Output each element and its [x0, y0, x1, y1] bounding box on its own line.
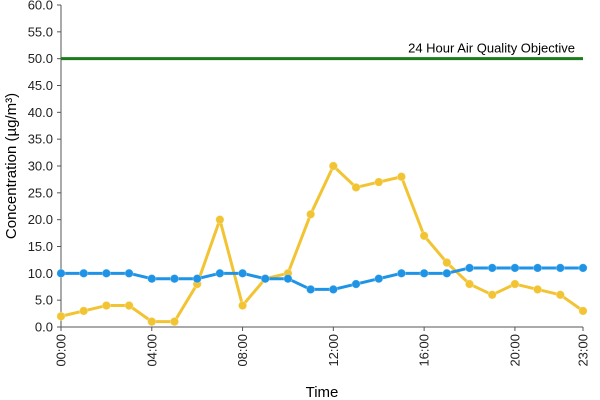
y-tick-label: 20.0	[28, 212, 53, 227]
data-point	[533, 284, 543, 295]
data-point	[169, 274, 180, 284]
x-tick-label: 16:00	[417, 334, 432, 367]
series-line	[61, 266, 583, 291]
data-point	[464, 263, 475, 273]
y-tick-label: 5.0	[35, 293, 53, 308]
data-point	[555, 263, 565, 273]
data-point	[419, 231, 429, 241]
x-axis-title: Time	[306, 384, 339, 400]
y-tick-label: 35.0	[28, 132, 53, 147]
data-point	[578, 263, 588, 273]
x-axis-ticks: 00:00 04:00 08:00 12:00 16:00 20:00 23:00	[54, 327, 591, 367]
y-axis-title: Concentration (µg/m³)	[3, 93, 20, 239]
data-point	[169, 317, 180, 327]
x-tick-label: 20:00	[507, 334, 522, 367]
data-point	[147, 274, 157, 284]
data-point	[101, 300, 111, 311]
data-point	[306, 284, 316, 295]
y-tick-label: 50.0	[28, 51, 53, 66]
data-point	[306, 209, 316, 219]
series-2	[56, 263, 588, 295]
data-point	[578, 306, 588, 316]
data-point	[101, 268, 111, 278]
data-point	[533, 263, 543, 273]
data-point	[215, 268, 225, 278]
y-axis-ticks: 0.0 5.0 10.0 15.0 20.0 25.0 30.0 35.0 40.0 45.0 50…	[28, 0, 61, 335]
data-point	[328, 161, 338, 171]
data-point	[237, 268, 248, 278]
data-point	[374, 177, 384, 187]
data-point	[79, 268, 89, 278]
data-point	[442, 268, 452, 278]
data-point	[351, 279, 361, 289]
series-line	[60, 164, 584, 324]
data-point	[374, 274, 384, 284]
data-point	[510, 263, 520, 273]
series-layer	[56, 161, 588, 327]
x-tick-label: 23:00	[576, 334, 591, 367]
data-point	[487, 290, 497, 300]
data-point	[147, 317, 157, 327]
data-point	[328, 284, 338, 295]
y-tick-label: 40.0	[28, 105, 53, 120]
data-point	[124, 268, 134, 278]
reference-line-label: 24 Hour Air Quality Objective	[408, 41, 575, 56]
data-point	[442, 257, 452, 268]
x-tick-label: 04:00	[144, 334, 159, 367]
y-tick-label: 0.0	[35, 320, 53, 335]
data-point	[56, 311, 66, 321]
y-tick-label: 10.0	[28, 266, 53, 281]
data-point	[419, 268, 429, 278]
x-tick-label: 00:00	[54, 334, 69, 367]
data-point	[351, 182, 361, 193]
x-tick-label: 12:00	[326, 334, 341, 367]
y-tick-label: 60.0	[28, 0, 53, 13]
reference-line-group: 24 Hour Air Quality Objective	[61, 41, 583, 61]
data-point	[237, 300, 248, 311]
data-point	[192, 274, 202, 284]
y-tick-label: 30.0	[28, 159, 53, 174]
y-tick-label: 45.0	[28, 78, 53, 93]
data-point	[510, 279, 520, 289]
y-tick-label: 25.0	[28, 185, 53, 200]
data-point	[56, 268, 66, 278]
data-point	[555, 290, 565, 300]
x-tick-label: 08:00	[235, 334, 250, 367]
data-point	[396, 172, 407, 182]
data-point	[396, 268, 407, 278]
data-point	[260, 274, 270, 284]
data-point	[124, 300, 134, 311]
y-tick-label: 55.0	[28, 24, 53, 39]
series-1	[56, 161, 588, 327]
data-point	[464, 279, 475, 289]
data-point	[283, 274, 293, 284]
data-point	[215, 215, 225, 225]
data-point	[487, 263, 497, 273]
y-tick-label: 15.0	[28, 239, 53, 254]
data-point	[79, 306, 89, 316]
